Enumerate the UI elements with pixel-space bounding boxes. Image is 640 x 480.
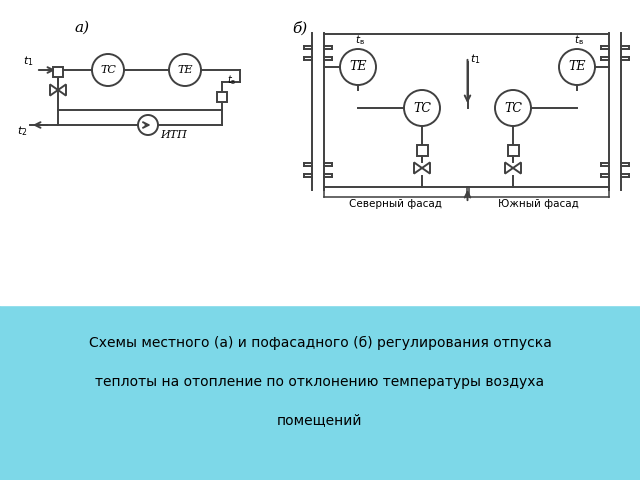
Circle shape	[340, 49, 376, 85]
Text: Северный фасад: Северный фасад	[349, 199, 442, 209]
Circle shape	[138, 115, 158, 135]
Text: TC: TC	[100, 65, 116, 75]
Text: $t_1$: $t_1$	[24, 54, 34, 68]
Bar	[508, 144, 518, 156]
Polygon shape	[513, 162, 521, 174]
Circle shape	[495, 90, 531, 126]
Polygon shape	[50, 84, 58, 96]
Text: TE: TE	[568, 60, 586, 73]
Polygon shape	[422, 162, 430, 174]
Circle shape	[92, 54, 124, 86]
Bar	[417, 144, 428, 156]
Polygon shape	[414, 162, 422, 174]
Circle shape	[404, 90, 440, 126]
Circle shape	[559, 49, 595, 85]
Text: ИТП: ИТП	[160, 130, 187, 140]
Circle shape	[169, 54, 201, 86]
Text: помещений: помещений	[277, 413, 363, 427]
Text: $t_\mathsf{в}$: $t_\mathsf{в}$	[227, 73, 236, 87]
Text: TE: TE	[349, 60, 367, 73]
Text: TC: TC	[413, 101, 431, 115]
Text: $t_\mathsf{в}$: $t_\mathsf{в}$	[574, 33, 584, 47]
Text: TC: TC	[504, 101, 522, 115]
Text: TE: TE	[177, 65, 193, 75]
Bar	[53, 67, 63, 77]
Polygon shape	[58, 84, 66, 96]
Text: $t_1$: $t_1$	[470, 52, 481, 66]
Text: $t_\mathsf{в}$: $t_\mathsf{в}$	[355, 33, 365, 47]
Text: $t_2$: $t_2$	[17, 124, 28, 138]
Polygon shape	[505, 162, 513, 174]
Text: теплоты на отопление по отклонению температуры воздуха: теплоты на отопление по отклонению темпе…	[95, 375, 545, 389]
Text: Южный фасад: Южный фасад	[499, 199, 579, 209]
Text: б): б)	[292, 21, 308, 35]
Bar	[217, 92, 227, 102]
Text: а): а)	[74, 21, 90, 35]
Text: Схемы местного (а) и пофасадного (б) регулирования отпуска: Схемы местного (а) и пофасадного (б) рег…	[88, 336, 552, 350]
